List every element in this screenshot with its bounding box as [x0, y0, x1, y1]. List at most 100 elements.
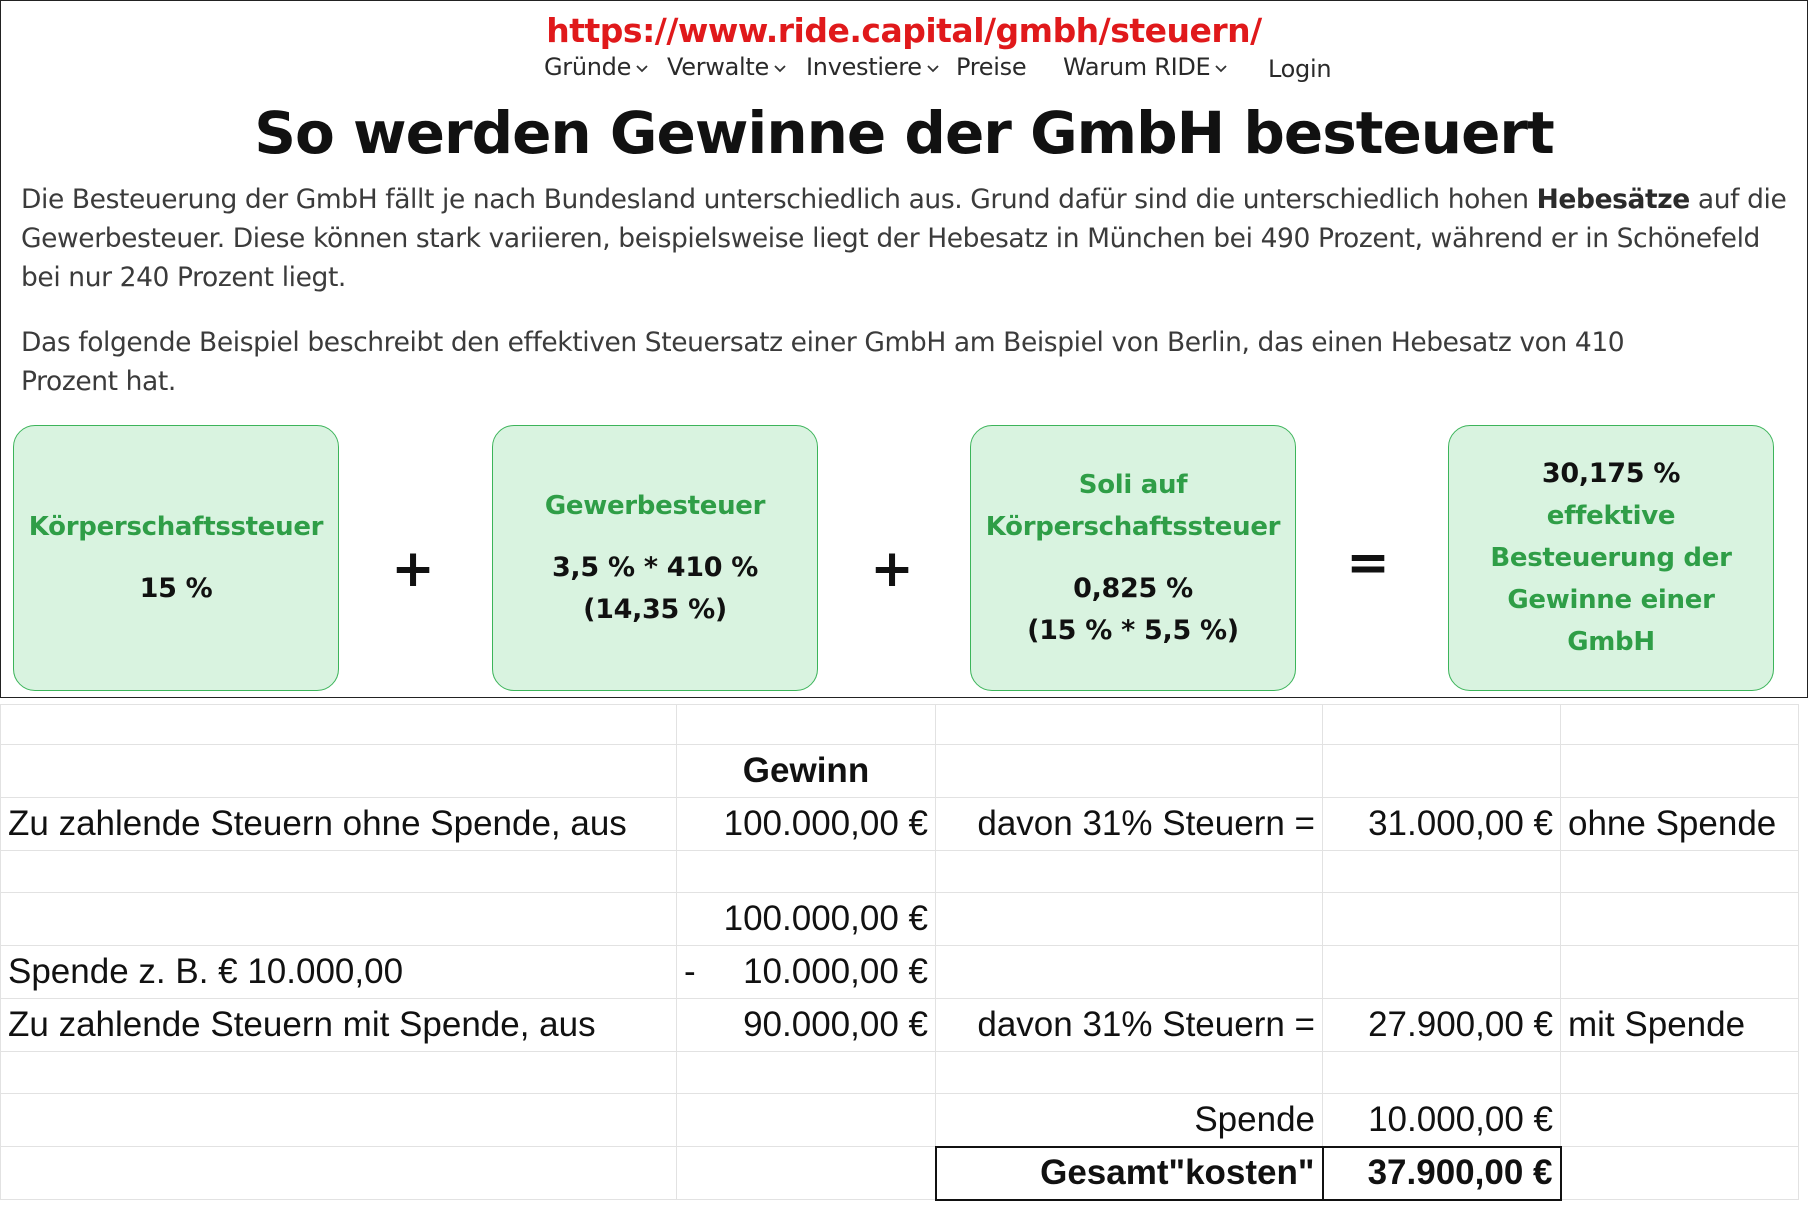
cell[interactable]	[935, 850, 1323, 893]
box-title: Körperschaftssteuer	[28, 512, 324, 542]
cell[interactable]	[1560, 892, 1799, 946]
box-title: Soli auf	[1078, 470, 1188, 500]
cell[interactable]	[935, 704, 1323, 745]
box-gewerbesteuer: Gewerbesteuer 3,5 % * 410 % (14,35 %)	[492, 425, 818, 691]
cell[interactable]	[1560, 744, 1799, 798]
table-row: Gesamt"kosten" 37.900,00 €	[0, 1145, 1799, 1201]
amount-cell[interactable]: - 10.000,00 €	[676, 945, 936, 999]
row-label-spende[interactable]: Spende z. B. € 10.000,00	[0, 945, 677, 999]
box-value: 0,825 %	[1073, 573, 1193, 604]
cell[interactable]	[1560, 850, 1799, 893]
amount-cell[interactable]: 100.000,00 €	[676, 892, 936, 946]
box-title: Gewinne einer	[1507, 585, 1715, 615]
formula-cell[interactable]: davon 31% Steuern =	[935, 797, 1323, 851]
box-koerperschaftssteuer: Körperschaftssteuer 15 %	[13, 425, 339, 691]
total-value-cell[interactable]: 37.900,00 €	[1321, 1145, 1562, 1201]
cell[interactable]	[1322, 850, 1561, 893]
box-value: 15 %	[139, 573, 213, 604]
cell[interactable]	[1560, 1051, 1799, 1094]
cell[interactable]	[1322, 892, 1561, 946]
table-row: Spende z. B. € 10.000,00 - 10.000,00 €	[0, 945, 1799, 999]
table-row: 100.000,00 €	[0, 892, 1799, 946]
column-header-gewinn[interactable]: Gewinn	[676, 744, 936, 798]
tax-cell[interactable]: 31.000,00 €	[1322, 797, 1561, 851]
box-value: (14,35 %)	[583, 594, 727, 625]
row-label-mit-spende[interactable]: Zu zahlende Steuern mit Spende, aus	[0, 998, 677, 1052]
nav-item-preise[interactable]: Preise	[956, 53, 1027, 81]
cell[interactable]	[1322, 744, 1561, 798]
box-value: 3,5 % * 410 %	[551, 552, 759, 583]
spende-value-cell[interactable]: 10.000,00 €	[1322, 1093, 1561, 1147]
cell[interactable]	[1560, 704, 1799, 745]
chevron-down-icon	[635, 61, 649, 75]
nav-item-label: Gründe	[544, 53, 632, 81]
equals-operator: =	[1346, 533, 1390, 593]
cell[interactable]	[1560, 1146, 1799, 1200]
cell[interactable]	[935, 892, 1323, 946]
cell[interactable]	[0, 892, 677, 946]
box-title: Körperschaftssteuer	[985, 512, 1281, 542]
amount-cell[interactable]: 90.000,00 €	[676, 998, 936, 1052]
cell[interactable]	[0, 1093, 677, 1147]
nav-item-investiere[interactable]: Investiere	[806, 53, 940, 81]
nav-item-verwalte[interactable]: Verwalte	[667, 53, 787, 81]
cell[interactable]	[935, 945, 1323, 999]
cell[interactable]	[676, 1146, 936, 1200]
spende-label-cell[interactable]: Spende	[935, 1093, 1323, 1147]
total-label-cell[interactable]: Gesamt"kosten"	[934, 1145, 1324, 1201]
nav-item-label: Preise	[956, 53, 1027, 81]
chevron-down-icon	[926, 61, 940, 75]
cell[interactable]	[935, 1051, 1323, 1094]
cell[interactable]	[1322, 945, 1561, 999]
cell[interactable]	[676, 1051, 936, 1094]
spreadsheet: Gewinn Zu zahlende Steuern ohne Spende, …	[0, 704, 1810, 1207]
cell[interactable]	[1560, 945, 1799, 999]
box-title: Besteuerung der	[1490, 543, 1732, 573]
cell[interactable]	[0, 704, 677, 745]
nav-item-label: Investiere	[806, 53, 922, 81]
amount-value: 10.000,00 €	[743, 952, 928, 991]
table-row: Gewinn	[0, 744, 1799, 798]
note-cell[interactable]: ohne Spende	[1560, 797, 1799, 851]
spreadsheet-table: Gewinn Zu zahlende Steuern ohne Spende, …	[0, 704, 1799, 1201]
chevron-down-icon	[773, 61, 787, 75]
nav-item-label: Login	[1268, 55, 1332, 83]
cell[interactable]	[0, 744, 677, 798]
box-title: GmbH	[1567, 627, 1655, 657]
cell[interactable]	[1560, 1093, 1799, 1147]
cell[interactable]	[0, 850, 677, 893]
cell[interactable]	[0, 1051, 677, 1094]
cell[interactable]	[1322, 1051, 1561, 1094]
tax-cell[interactable]: 27.900,00 €	[1322, 998, 1561, 1052]
table-row: Spende 10.000,00 €	[0, 1093, 1799, 1147]
plus-operator: +	[391, 539, 435, 599]
formula-cell[interactable]: davon 31% Steuern =	[935, 998, 1323, 1052]
cell[interactable]	[676, 850, 936, 893]
nav-item-gruende[interactable]: Gründe	[544, 53, 649, 81]
main-nav: Gründe Verwalte Investiere Preise Warum …	[1, 53, 1807, 89]
paragraph-text: auf die Gewerbesteuer. Diese können star…	[21, 184, 1787, 293]
plus-operator: +	[870, 539, 914, 599]
box-title: Gewerbesteuer	[544, 491, 766, 521]
nav-item-warum-ride[interactable]: Warum RIDE	[1063, 53, 1228, 81]
cell[interactable]	[676, 704, 936, 745]
box-value: (15 % * 5,5 %)	[1027, 615, 1239, 646]
table-row: Zu zahlende Steuern mit Spende, aus 90.0…	[0, 998, 1799, 1052]
cell[interactable]	[0, 1146, 677, 1200]
box-value: 30,175 %	[1541, 458, 1681, 489]
nav-item-login[interactable]: Login	[1268, 55, 1332, 83]
chevron-down-icon	[1214, 61, 1228, 75]
nav-item-label: Verwalte	[667, 53, 769, 81]
box-soli: Soli auf Körperschaftssteuer 0,825 % (15…	[970, 425, 1296, 691]
example-paragraph: Das folgende Beispiel beschreibt den eff…	[21, 327, 1625, 397]
cell[interactable]	[935, 744, 1323, 798]
note-cell[interactable]: mit Spende	[1560, 998, 1799, 1052]
cell[interactable]	[1322, 704, 1561, 745]
url-caption: https://www.ride.capital/gmbh/steuern/	[546, 11, 1262, 50]
webpage-screenshot: https://www.ride.capital/gmbh/steuern/ G…	[0, 0, 1808, 698]
row-label-ohne-spende[interactable]: Zu zahlende Steuern ohne Spende, aus	[0, 797, 677, 851]
amount-cell[interactable]: 100.000,00 €	[676, 797, 936, 851]
nav-item-label: Warum RIDE	[1063, 53, 1211, 81]
cell[interactable]	[676, 1093, 936, 1147]
box-title: effektive	[1546, 501, 1676, 531]
